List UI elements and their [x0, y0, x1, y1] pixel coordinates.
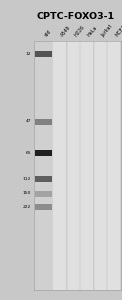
Text: CPTC-FOXO3-1: CPTC-FOXO3-1 [37, 12, 115, 21]
Bar [67, 40, 80, 290]
Text: Jurkat: Jurkat [100, 23, 114, 38]
Bar [35, 204, 52, 210]
Text: 150: 150 [23, 191, 31, 196]
Bar [35, 190, 52, 196]
Text: 12: 12 [26, 52, 31, 56]
Text: HeLa: HeLa [87, 25, 99, 38]
Text: 112: 112 [23, 176, 31, 181]
Bar [53, 40, 66, 290]
Text: 222: 222 [23, 205, 31, 209]
Bar [35, 118, 52, 124]
Text: 47: 47 [26, 119, 31, 124]
Bar [94, 40, 107, 290]
Text: MCF7: MCF7 [114, 24, 122, 38]
Text: 65: 65 [25, 151, 31, 155]
Bar [34, 40, 121, 290]
Text: H226: H226 [73, 24, 86, 38]
Text: A549: A549 [60, 25, 72, 38]
Bar [35, 176, 52, 182]
Text: std: std [44, 28, 52, 38]
Bar [107, 40, 120, 290]
Bar [80, 40, 93, 290]
Bar [35, 51, 52, 57]
Bar [35, 150, 52, 156]
